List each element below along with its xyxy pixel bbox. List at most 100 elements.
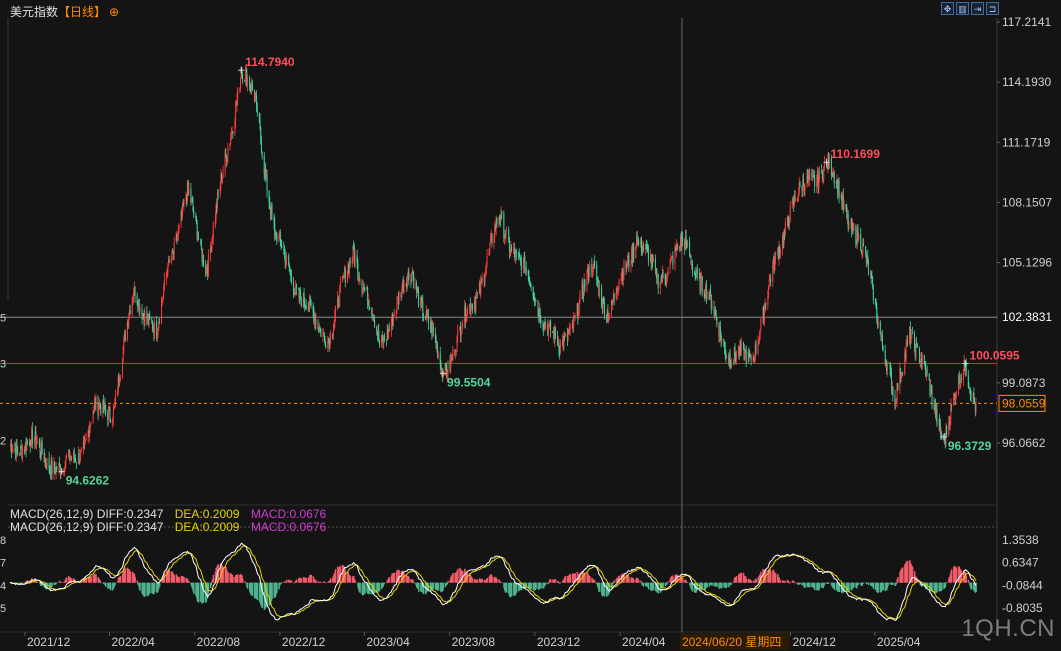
candle-body: [636, 235, 638, 246]
candle-body: [675, 244, 677, 252]
move-icon[interactable]: ✥: [941, 2, 954, 15]
candle-body: [557, 335, 559, 346]
macd-bar: [955, 567, 958, 583]
candle-body: [416, 283, 418, 293]
candle-body: [513, 249, 515, 255]
candle-body: [94, 401, 96, 410]
candle-body: [346, 271, 348, 283]
candle-body: [926, 368, 928, 374]
macd-bar: [452, 572, 454, 583]
candle-body: [953, 394, 955, 406]
candle-body: [632, 246, 634, 262]
candle-body: [915, 343, 917, 358]
candle-body: [45, 458, 47, 464]
period-label[interactable]: 【日线】: [58, 5, 107, 19]
candle-body: [182, 203, 184, 215]
candle-body: [191, 198, 193, 203]
macd-bar: [280, 582, 282, 584]
candle-body: [784, 223, 786, 234]
split-icon[interactable]: ⇥: [971, 2, 984, 15]
candle-body: [582, 284, 584, 295]
candle-body: [265, 168, 267, 176]
macd-bar: [665, 582, 668, 585]
candle-body: [31, 428, 33, 443]
exit-icon[interactable]: ⊐: [986, 2, 999, 15]
candle-body: [388, 329, 390, 338]
candle-body: [900, 374, 902, 380]
macd-bar: [323, 581, 326, 583]
candle-body: [689, 255, 691, 257]
candle-body: [807, 174, 809, 182]
candle-body: [802, 178, 804, 186]
candle-body: [576, 303, 578, 316]
candle-body: [353, 247, 355, 263]
macd-bar: [867, 582, 870, 586]
candle-body: [353, 246, 355, 248]
candle-body: [620, 278, 622, 282]
two-panel-icon[interactable]: ▥: [956, 2, 969, 15]
candle-body: [940, 434, 942, 435]
candle-body: [543, 326, 545, 330]
macd-bar: [882, 582, 885, 591]
candle-body: [347, 264, 349, 272]
macd-diff-value-2: DIFF:0.2347: [96, 520, 164, 534]
candle-body: [138, 299, 140, 309]
candle-body: [44, 458, 46, 463]
candle-body: [858, 233, 860, 240]
candle-body: [690, 255, 692, 265]
macd-bar: [153, 582, 156, 592]
candle-body: [807, 175, 809, 182]
macd-bar: [300, 578, 303, 583]
candle-body: [695, 275, 697, 277]
candle-body: [950, 404, 952, 420]
candle-body: [504, 234, 506, 239]
candle-body: [393, 315, 395, 317]
macd-bar: [315, 580, 317, 583]
candle-body: [275, 232, 277, 238]
candle-body: [271, 205, 273, 215]
macd-bar: [17, 582, 19, 584]
candle-body: [68, 449, 70, 461]
candle-body: [236, 99, 238, 106]
macd-bar: [895, 582, 898, 584]
candle-body: [816, 171, 818, 181]
candle-body: [361, 280, 363, 291]
candle-body: [710, 289, 712, 295]
candle-body: [278, 234, 280, 242]
add-indicator-icon[interactable]: ⊕: [109, 5, 120, 19]
candle-body: [517, 253, 519, 255]
candle-body: [934, 404, 936, 418]
candle-body: [828, 154, 830, 169]
macd-bar: [682, 577, 684, 583]
candle-body: [515, 251, 517, 261]
candle-body: [10, 443, 12, 447]
candle-body: [962, 369, 964, 381]
candle-body: [480, 279, 482, 293]
macd-bar: [787, 580, 790, 583]
candle-body: [568, 329, 570, 334]
macd-bar: [892, 582, 894, 585]
candle-body: [960, 378, 962, 386]
candle-body: [425, 310, 427, 319]
candle-body: [689, 241, 691, 257]
candle-body: [266, 173, 268, 191]
candle-body: [837, 180, 839, 194]
candle-body: [738, 347, 740, 354]
candle-body: [676, 244, 678, 250]
left-edge-label: 5: [0, 312, 6, 324]
candle-body: [318, 328, 320, 333]
candle-body: [552, 331, 554, 333]
candle-body: [17, 449, 19, 454]
candle-body: [147, 316, 149, 325]
macd-bar: [79, 582, 81, 584]
candle-body: [397, 297, 399, 299]
candle-body: [739, 342, 741, 356]
candle-body: [643, 246, 645, 250]
candle-body: [142, 313, 144, 319]
candle-body: [319, 328, 321, 330]
candle-body: [172, 252, 174, 254]
candle-body: [225, 153, 227, 157]
macd-bar: [677, 575, 679, 583]
candle-body: [740, 342, 742, 352]
